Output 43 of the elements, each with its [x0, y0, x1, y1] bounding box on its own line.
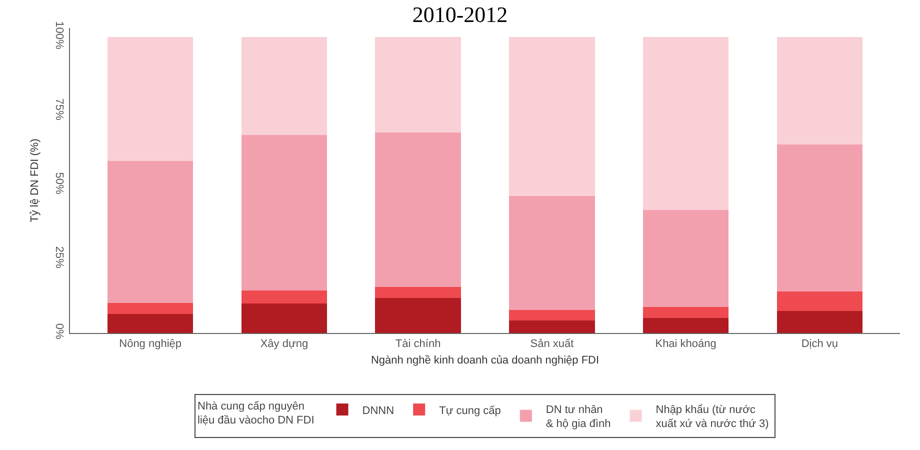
- y-axis-title: Tỷ lệ DN FDI (%): [29, 138, 41, 222]
- y-tick-label: 50%: [52, 172, 65, 195]
- chart-title: 2010-2012: [412, 2, 508, 28]
- bar: [509, 36, 595, 196]
- y-tick-label: 100%: [52, 21, 65, 50]
- legend-label: DN tư nhân & hộ gia đình: [546, 404, 611, 430]
- x-tick-label: Nông nghiệp: [119, 338, 182, 350]
- bar: [375, 36, 461, 133]
- bar: [776, 310, 863, 333]
- bar: [107, 36, 194, 161]
- bar: [241, 290, 328, 304]
- bar: [375, 287, 461, 298]
- x-tick-label: Xây dựng: [260, 338, 308, 350]
- legend-label: Nhập khẩu (từ nước xuất xứ và nước thứ 3): [656, 404, 769, 430]
- bar: [509, 310, 595, 320]
- bar: [375, 132, 461, 288]
- bar: [642, 36, 729, 210]
- x-tick-label: Sản xuất: [530, 338, 574, 350]
- bar: [776, 144, 863, 292]
- bar: [642, 318, 729, 333]
- x-axis-title: Ngành nghề kinh doanh của doanh nghiệp FDI: [370, 354, 600, 366]
- bar: [776, 36, 863, 144]
- bar: [107, 160, 194, 303]
- bar: [375, 298, 461, 333]
- bar: [509, 320, 595, 333]
- legend-title: Nhà cung cấp nguyên liệu đầu vàocho DN FDI: [198, 400, 314, 427]
- legend-label: DNNN: [362, 404, 394, 417]
- bar: [241, 135, 328, 291]
- legend-label: Tự cung cấp: [439, 404, 501, 417]
- bar: [776, 292, 863, 311]
- y-tick-label: 75%: [52, 98, 65, 120]
- x-tick-label: Dịch vụ: [801, 338, 838, 350]
- bar: [107, 302, 194, 314]
- bar: [642, 307, 729, 318]
- y-tick-label: 0%: [52, 323, 65, 340]
- x-tick-label: Tài chính: [395, 338, 441, 350]
- bar: [107, 314, 194, 333]
- bar: [241, 36, 328, 136]
- bar: [241, 304, 328, 333]
- y-tick-label: 25%: [52, 246, 65, 269]
- x-tick-label: Khai khoáng: [655, 338, 716, 350]
- bar: [642, 210, 729, 308]
- bar: [509, 196, 595, 310]
